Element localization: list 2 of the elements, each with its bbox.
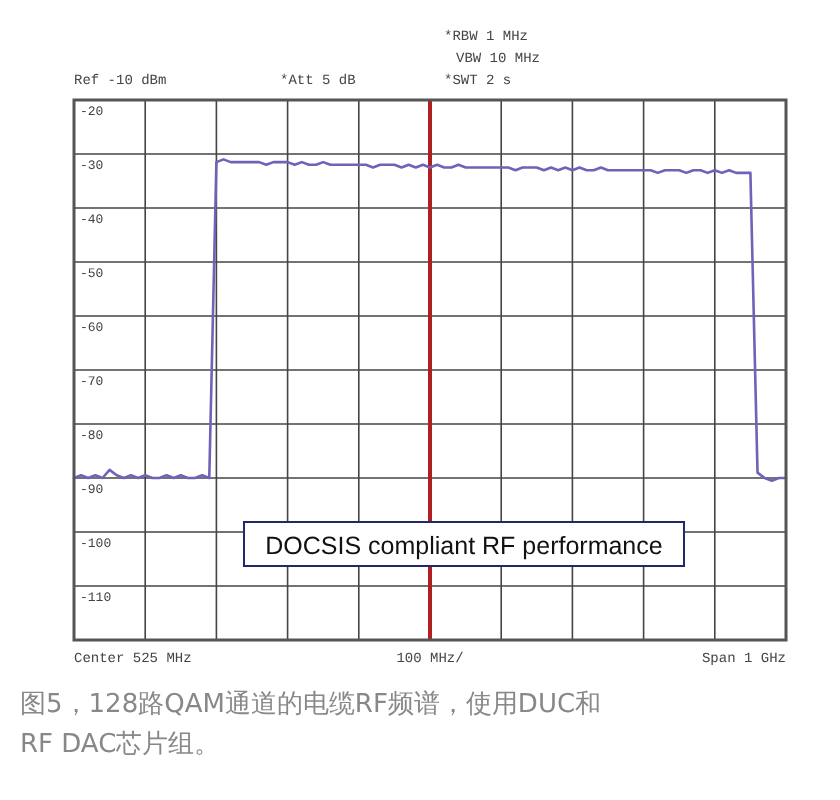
caption: 图5，128路QAM通道的电缆RF频谱，使用DUC和RF DAC芯片组。 — [20, 690, 602, 760]
annotation: DOCSIS compliant RF performance — [265, 532, 663, 560]
